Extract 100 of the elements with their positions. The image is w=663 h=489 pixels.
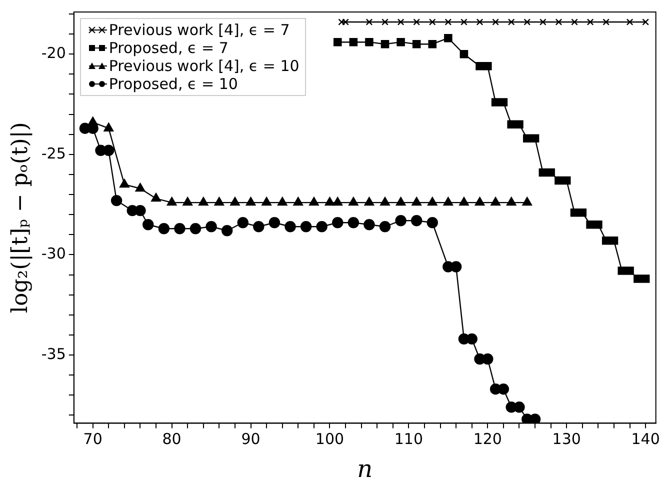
point bbox=[166, 196, 177, 206]
point bbox=[262, 196, 272, 206]
point bbox=[333, 38, 342, 46]
point bbox=[476, 62, 484, 70]
point bbox=[182, 196, 193, 206]
legend-label: Previous work [4], ϵ = 7 bbox=[108, 21, 290, 39]
point bbox=[538, 168, 548, 177]
point bbox=[555, 18, 562, 26]
y-tick-label: -30 bbox=[41, 244, 66, 263]
point bbox=[268, 217, 280, 228]
point bbox=[602, 236, 610, 245]
point bbox=[293, 196, 304, 206]
point bbox=[396, 38, 405, 46]
point bbox=[316, 221, 328, 232]
point bbox=[626, 18, 634, 26]
point bbox=[380, 40, 390, 48]
point bbox=[135, 182, 146, 192]
point bbox=[412, 40, 421, 48]
point bbox=[103, 144, 114, 156]
point bbox=[540, 18, 546, 26]
point bbox=[426, 217, 438, 228]
point bbox=[634, 274, 642, 283]
point bbox=[379, 221, 391, 232]
point bbox=[562, 176, 571, 185]
point bbox=[522, 196, 532, 206]
point bbox=[284, 221, 296, 232]
point bbox=[428, 18, 436, 26]
point bbox=[626, 266, 634, 275]
y-tick-label: -35 bbox=[41, 344, 66, 363]
point bbox=[482, 353, 494, 365]
point bbox=[380, 196, 390, 206]
point bbox=[332, 217, 344, 228]
point bbox=[110, 194, 122, 206]
legend-label: Proposed, ϵ = 10 bbox=[108, 75, 238, 93]
point bbox=[594, 220, 602, 229]
point bbox=[349, 38, 358, 46]
point bbox=[348, 217, 360, 228]
point bbox=[492, 18, 499, 26]
point bbox=[459, 196, 469, 206]
point bbox=[484, 62, 492, 70]
x-tick-label: 90 bbox=[241, 430, 260, 448]
y-tick-label: -25 bbox=[41, 144, 66, 162]
point bbox=[444, 18, 452, 26]
point bbox=[230, 196, 240, 206]
x-tick-label: 120 bbox=[473, 430, 502, 448]
point bbox=[338, 18, 346, 26]
point bbox=[412, 196, 422, 206]
point bbox=[586, 220, 594, 229]
point bbox=[277, 196, 288, 206]
point bbox=[499, 98, 508, 106]
point bbox=[397, 18, 404, 26]
point bbox=[571, 18, 578, 26]
point bbox=[546, 168, 555, 177]
point bbox=[443, 196, 454, 206]
legend-label: Proposed, ϵ = 7 bbox=[108, 39, 228, 57]
point bbox=[365, 38, 374, 46]
x-tick-label: 80 bbox=[162, 430, 182, 448]
point bbox=[524, 18, 531, 26]
point bbox=[570, 208, 579, 217]
point bbox=[554, 176, 563, 185]
point bbox=[206, 221, 217, 232]
x-tick-label: 140 bbox=[631, 430, 660, 448]
legend-label: Previous work [4], ϵ = 10 bbox=[108, 57, 300, 75]
point bbox=[578, 208, 587, 217]
point bbox=[300, 221, 312, 232]
x-axis-title: n bbox=[357, 454, 373, 483]
point bbox=[158, 223, 170, 234]
x-tick-label: 100 bbox=[315, 430, 344, 448]
point bbox=[174, 223, 186, 234]
point bbox=[618, 266, 626, 275]
point bbox=[190, 223, 202, 234]
point bbox=[507, 120, 516, 128]
point bbox=[530, 134, 540, 143]
point bbox=[88, 116, 98, 126]
x-tick-label: 110 bbox=[394, 430, 424, 448]
point bbox=[466, 333, 478, 345]
point bbox=[476, 18, 484, 26]
point bbox=[490, 196, 500, 206]
point bbox=[309, 196, 319, 206]
point bbox=[523, 134, 532, 143]
point bbox=[214, 196, 224, 206]
point bbox=[444, 34, 452, 42]
point bbox=[474, 196, 485, 206]
point bbox=[332, 196, 343, 206]
point bbox=[142, 219, 154, 230]
point bbox=[610, 236, 618, 245]
y-tick-label: -20 bbox=[41, 44, 66, 62]
point bbox=[460, 50, 468, 58]
point bbox=[460, 18, 468, 26]
point bbox=[602, 18, 610, 26]
point bbox=[515, 120, 524, 128]
point bbox=[364, 219, 375, 230]
point bbox=[198, 196, 208, 206]
x-tick-label: 130 bbox=[552, 430, 581, 448]
point bbox=[364, 196, 374, 206]
point bbox=[366, 18, 373, 26]
point bbox=[246, 196, 256, 206]
point bbox=[508, 18, 515, 26]
point bbox=[428, 40, 437, 48]
point bbox=[382, 18, 388, 26]
